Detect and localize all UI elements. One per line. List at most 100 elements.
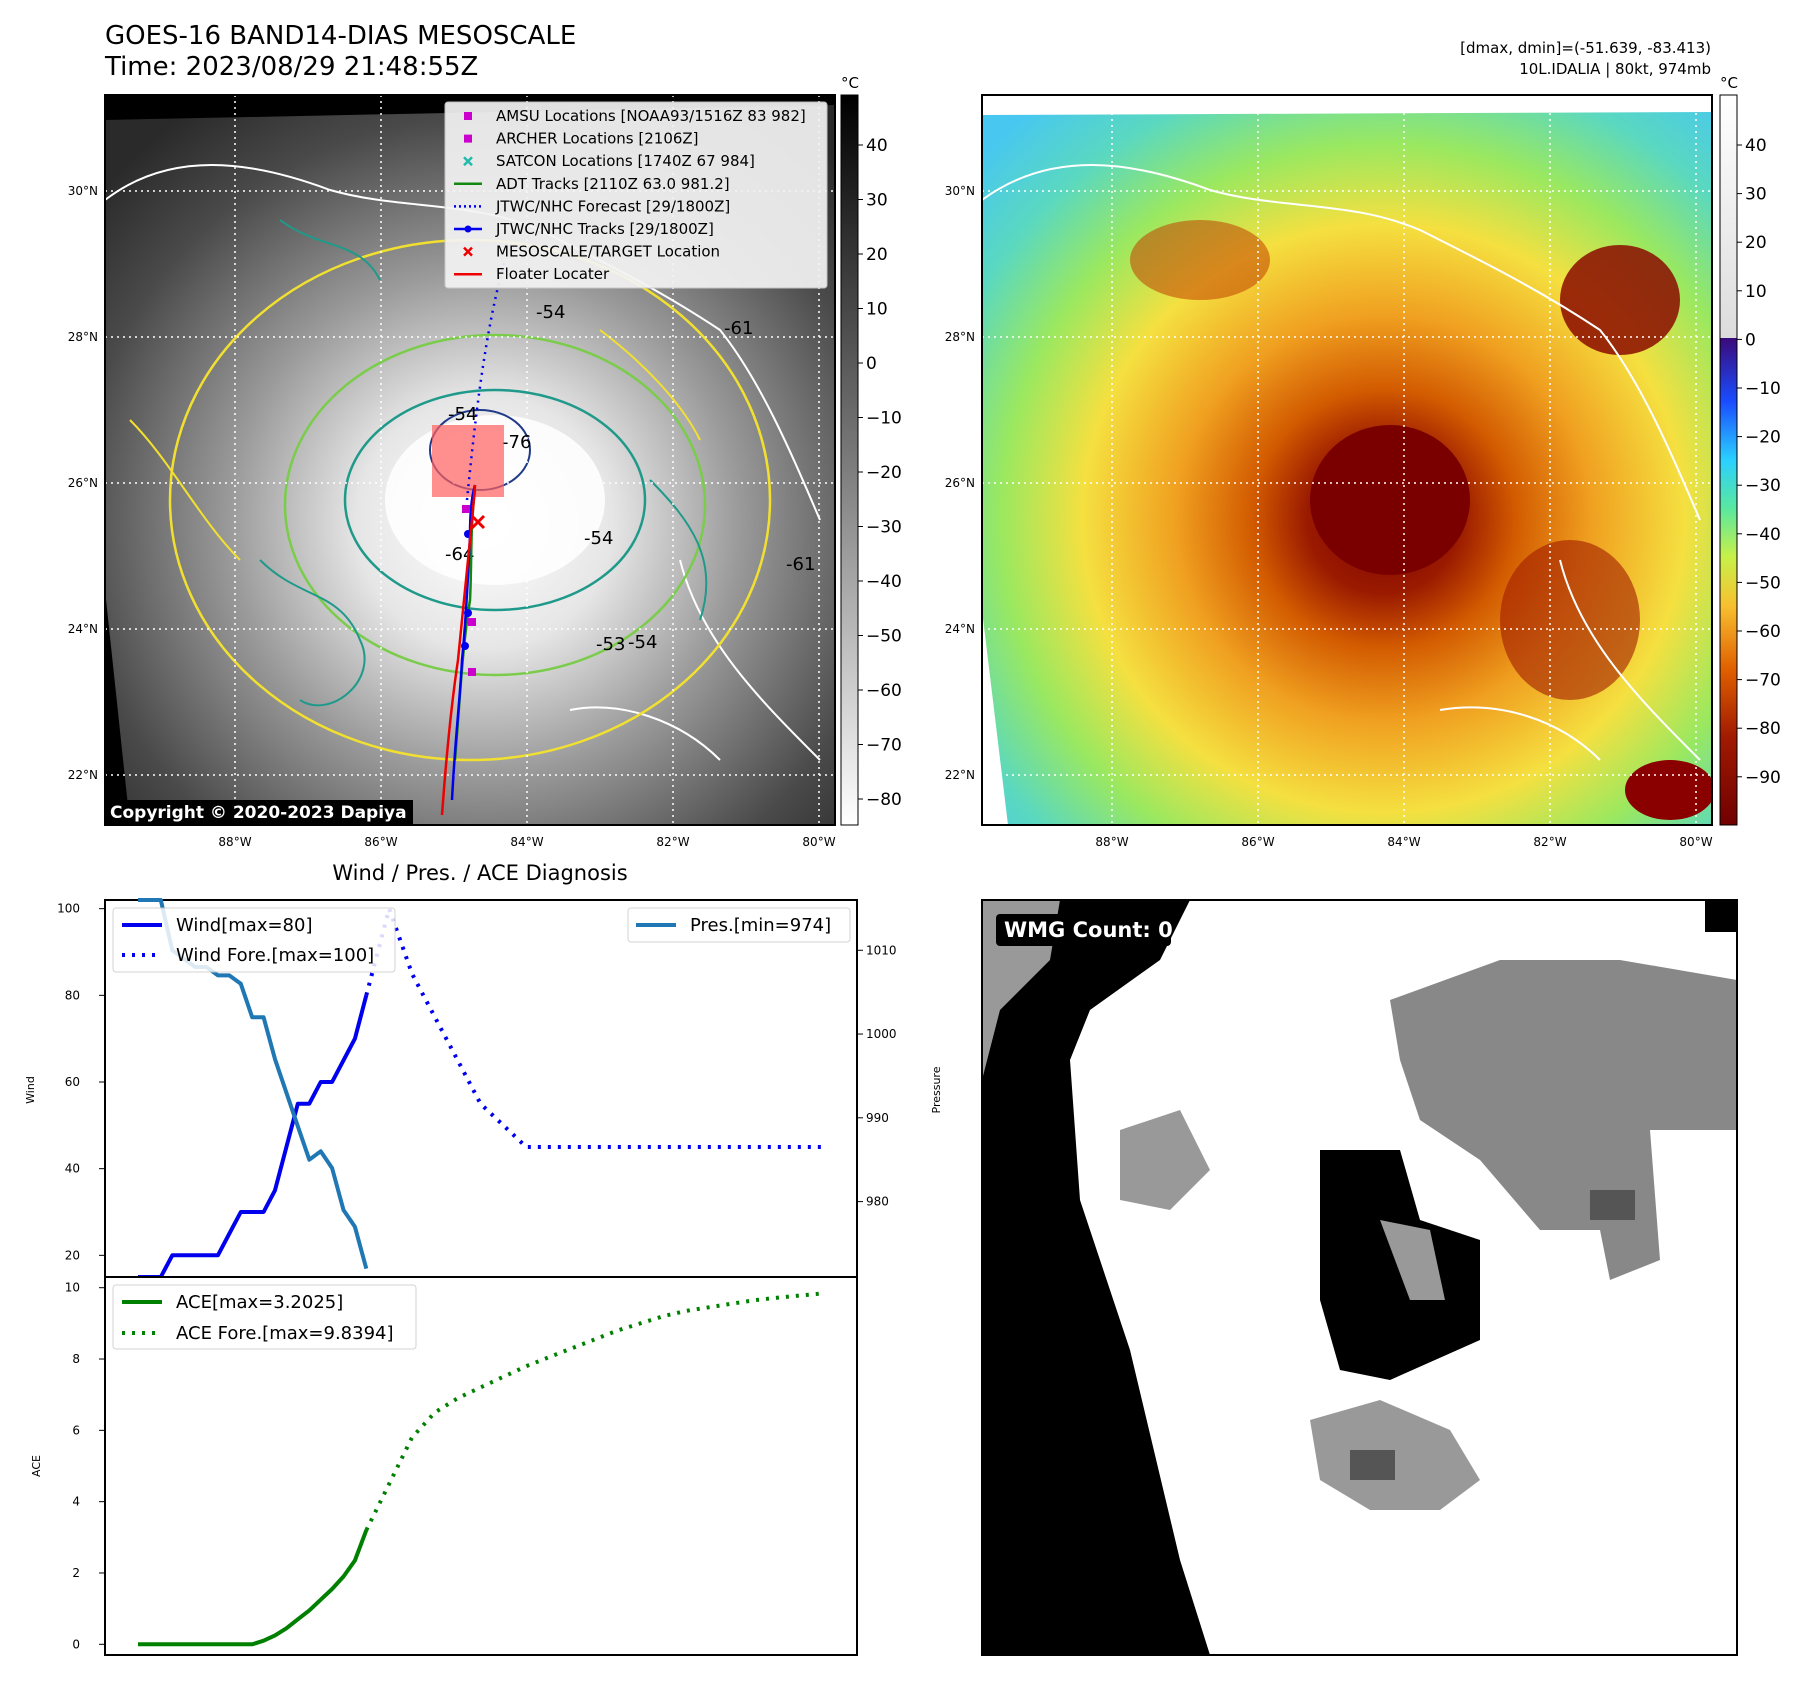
series-line [138,994,369,1279]
y-tick-label: 100 [57,902,80,916]
contour-label: -61 [724,318,753,339]
colorbar-tick-label: −90 [1745,768,1781,788]
colorbar-tick-label: −40 [866,572,902,592]
right-lat-ticks: 30°N 28°N 26°N 24°N 22°N [945,184,975,782]
color-gridlines [982,95,1712,825]
contour-label: -54 [628,632,657,653]
legend-label: ADT Tracks [2110Z 63.0 981.2] [496,175,730,193]
wind-pressure-chart: Wind Pressure 20 40 60 80 100 980 990 1000 1010… [24,898,943,1279]
contour-label: -54 [448,404,477,425]
lat-tick-label: 24°N [945,622,975,636]
colorbar-tick-label: −60 [866,681,902,701]
wind-ylabel: Wind [24,1076,37,1104]
jtwc-track [450,484,477,801]
wmg-count-badge [996,914,1171,946]
legend-marker-square [464,134,472,143]
jtwc-track-point [461,642,469,650]
ace-chart: ACE 0 2 4 6 8 10 ACE[max=3.2025] ACE Fore.[max… [30,1276,858,1656]
colorbar-tick-label: 30 [1745,185,1767,205]
colorbar-tick-label: −50 [1745,573,1781,593]
lat-tick-label: 26°N [68,476,98,490]
lon-tick-label: 82°W [1533,835,1566,849]
stats-line-1: [dmax, dmin]=(-51.639, -83.413) [1460,39,1711,57]
figure-title: GOES-16 BAND14-DIAS MESOSCALE [105,21,576,51]
color-coastline-cuba [1439,706,1601,761]
lat-tick-label: 30°N [68,184,98,198]
wmg-dark-ne [1590,1190,1635,1220]
map-legend: AMSU Locations [NOAA93/1516Z 83 982] ARCH… [444,101,828,289]
lat-tick-label: 28°N [945,330,975,344]
legend-entry: AMSU Locations [NOAA93/1516Z 83 982] [464,107,806,125]
amsu-marker [468,618,476,626]
wmg-gray-ne [1390,960,1737,1280]
right-colorbar-lower [1720,338,1737,825]
legend-label: ACE[max=3.2025] [176,1292,343,1313]
legend-entry: Floater Locater [454,265,610,283]
legend-label: MESOSCALE/TARGET Location [496,243,720,261]
colorbar-tick-label: −20 [866,463,902,483]
colorbar-tick-label: −70 [866,736,902,756]
color-map-frame [981,94,1713,826]
lon-tick-label: 86°W [1241,835,1274,849]
y-tick-label: 40 [65,1162,80,1176]
map-legend-box [444,101,828,289]
lon-tick-label: 84°W [1387,835,1420,849]
colorbar-tick-label: 30 [866,191,888,211]
lat-tick-label: 28°N [68,330,98,344]
series-line [138,1529,369,1647]
contour-green [283,333,707,677]
lat-tick-label: 24°N [68,622,98,636]
right-colorbar-unit: °C [1720,74,1738,92]
y-tick-label: 80 [65,988,80,1002]
color-coastline [982,164,1701,761]
legend-marker-dot [464,225,472,233]
y-tick-label: 4 [72,1495,80,1509]
left-colorbar: °C 40 30 20 10 0 −10 −20 −30 −40 −50 −60 −70 −80 [840,74,902,826]
lon-tick-label: 86°W [364,835,397,849]
ace-ylabel: ACE [30,1455,43,1477]
mesoscale-target-marker [470,514,486,530]
legend-label: SATCON Locations [1740Z 67 984] [496,152,755,170]
colorbar-tick-label: 0 [1745,330,1756,350]
legend-label: Pres.[min=974] [690,915,831,936]
legend-label: AMSU Locations [NOAA93/1516Z 83 982] [496,107,806,125]
contour-label: -61 [786,554,815,575]
legend-label: Wind Fore.[max=100] [176,945,374,966]
archer-marker [462,505,470,513]
color-convection-nw [1130,220,1270,300]
y2-tick-label: 1010 [866,943,897,957]
ir-coastline-cuba [569,706,721,761]
right-lon-ticks: 88°W 86°W 84°W 82°W 80°W [1095,835,1712,849]
stats-line-2: 10L.IDALIA | 80kt, 974mb [1519,60,1711,78]
legend-label: ARCHER Locations [2106Z] [496,130,699,148]
contour-label: -54 [584,528,613,549]
legend-label: JTWC/NHC Forecast [29/1800Z] [495,197,730,215]
lat-tick-label: 22°N [945,768,975,782]
contour-label: -53 [596,634,625,655]
y2-tick-label: 990 [866,1111,889,1125]
colorbar-tick-label: 0 [866,354,877,374]
lon-tick-label: 84°W [510,835,543,849]
legend-marker-x [463,156,473,167]
contour-label: -76 [502,432,531,453]
right-colorbar: °C 40 30 20 10 0 −10 −20 −30 −40 −50 −60 −70 −80 −90 [1719,74,1781,826]
wmg-black-corner [1705,900,1737,932]
diagnosis-title: Wind / Pres. / ACE Diagnosis [332,861,627,885]
color-map-panel [981,94,1713,826]
color-convection-ne [1560,245,1680,355]
y-tick-label: 10 [65,1281,80,1295]
lat-tick-label: 22°N [68,768,98,782]
y-tick-label: 60 [65,1075,80,1089]
contour-teal [343,388,647,612]
colorbar-tick-label: 40 [866,136,888,156]
y-tick-label: 20 [65,1248,80,1262]
wmg-count-text: WMG Count: 0 [1004,918,1173,942]
copyright-text: Copyright © 2020-2023 Dapiya [110,803,407,823]
lon-tick-label: 88°W [1095,835,1128,849]
lon-tick-label: 80°W [802,835,835,849]
lon-tick-label: 80°W [1679,835,1712,849]
legend-marker-x [463,246,473,257]
legend-label: Floater Locater [496,265,610,283]
wmg-black-west [982,900,1210,1655]
